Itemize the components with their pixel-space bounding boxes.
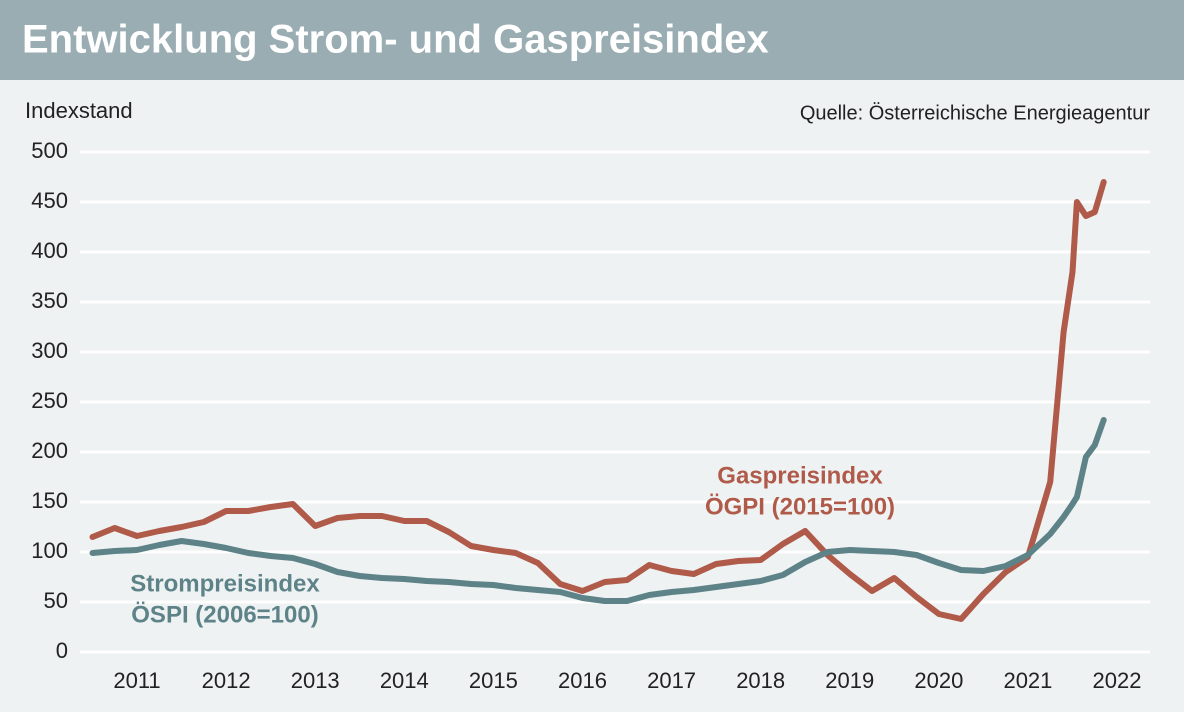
x-tick-label: 2021 [1003,668,1052,693]
y-tick-label: 0 [56,638,68,663]
title-bar [0,0,1184,80]
source: Quelle: Österreichische Energieagentur [800,102,1151,124]
x-tick-label: 2014 [380,668,429,693]
y-tick-label: 500 [31,138,68,163]
x-tick-label: 2012 [202,668,251,693]
y-tick-label: 250 [31,388,68,413]
y-axis-label: Indexstand [25,98,133,123]
series-line [89,179,1107,622]
series-annotation: Gaspreisindex [717,462,883,489]
y-tick-label: 300 [31,338,68,363]
x-tick-label: 2016 [558,668,607,693]
y-tick-label: 400 [31,238,68,263]
x-tick-label: 2017 [647,668,696,693]
x-tick-label: 2011 [113,668,160,693]
x-tick-label: 2015 [469,668,518,693]
y-tick-label: 100 [31,538,68,563]
x-tick-label: 2018 [736,668,785,693]
y-tick-label: 50 [44,588,68,613]
x-tick-label: 2022 [1093,668,1142,693]
y-tick-label: 150 [31,488,68,513]
series-annotation: ÖSPI (2006=100) [131,601,318,628]
x-tick-label: 2020 [914,668,963,693]
x-tick-label: 2013 [291,668,340,693]
series-annotation: ÖGPI (2015=100) [705,493,895,520]
y-tick-label: 200 [31,438,68,463]
y-tick-label: 350 [31,288,68,313]
series-annotation: Strompreisindex [130,570,320,597]
x-tick-label: 2019 [825,668,874,693]
series-line [89,417,1107,604]
chart-title: Entwicklung Strom- und Gaspreisindex [22,18,769,62]
y-tick-label: 450 [31,188,68,213]
